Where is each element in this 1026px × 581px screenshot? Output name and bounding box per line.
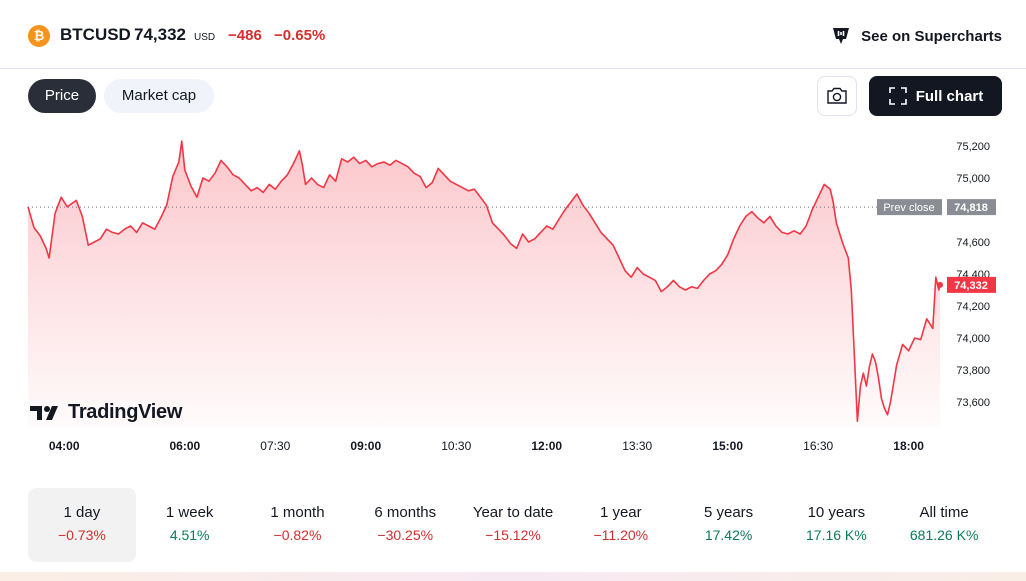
period-change-value: −11.20% xyxy=(593,527,649,543)
x-axis-tick-label: 06:00 xyxy=(169,439,200,453)
period-label: Year to date xyxy=(472,504,554,521)
last-price-tag-bg xyxy=(947,276,996,293)
supercharts-label: See on Supercharts xyxy=(861,27,1002,45)
period-button[interactable]: 1 year −11.20% xyxy=(567,488,675,562)
period-button[interactable]: 1 day −0.73% xyxy=(28,488,136,562)
x-axis-tick-label: 15:00 xyxy=(712,439,743,453)
last-price: 74,332 xyxy=(134,25,186,44)
price-change-percent: −0.65% xyxy=(274,27,326,44)
bitcoin-icon: ₿ xyxy=(28,25,50,47)
period-change-value: −0.82% xyxy=(273,527,322,543)
full-chart-label: Full chart xyxy=(915,87,984,105)
period-change-value: −30.25% xyxy=(377,527,434,543)
period-button[interactable]: 10 years 17.16 K% xyxy=(782,488,890,562)
camera-icon xyxy=(827,87,847,104)
y-axis-tick-label: 73,800 xyxy=(956,365,990,377)
period-change-value: 17.42% xyxy=(704,527,753,543)
x-axis-tick-label: 16:30 xyxy=(803,439,833,453)
symbol-label: BTCUSD xyxy=(60,25,131,44)
period-label: 1 month xyxy=(270,504,325,521)
y-axis-tick-label: 75,200 xyxy=(956,141,990,153)
prev-close-value: 74,818 xyxy=(954,202,988,214)
price-line xyxy=(27,140,941,422)
period-change-value: 4.51% xyxy=(169,527,210,543)
y-axis-tick-label: 74,200 xyxy=(956,301,990,313)
period-button[interactable]: 5 years 17.42% xyxy=(675,488,783,562)
period-selector: 1 day −0.73% 1 week 4.51% 1 month −0.82% 6 mon… xyxy=(28,488,998,562)
last-price-tag: 74,332 xyxy=(954,280,988,292)
period-label: 10 years xyxy=(807,504,866,521)
period-change-value: −0.73% xyxy=(57,527,106,543)
tab-price[interactable]: Price xyxy=(28,79,96,113)
currency-label: USD xyxy=(194,32,216,43)
tradingview-logo-icon xyxy=(30,405,58,420)
snapshot-button[interactable] xyxy=(817,76,857,116)
fullscreen-icon xyxy=(888,87,907,105)
tradingview-logo[interactable]: TradingView xyxy=(30,401,182,424)
prev-close-value-bg xyxy=(947,199,996,216)
period-button[interactable]: Year to date −15.12% xyxy=(459,488,567,562)
last-price-dot xyxy=(937,281,943,288)
y-axis-tick-label: 74,000 xyxy=(956,333,990,345)
x-axis-tick-label: 09:00 xyxy=(350,439,381,453)
period-label: 5 years xyxy=(703,504,754,521)
bottom-strip xyxy=(0,572,1026,581)
period-button[interactable]: 6 months −30.25% xyxy=(351,488,459,562)
header: ₿ BTCUSD 74,332 USD −486 −0.65% See on S… xyxy=(0,0,1026,69)
period-button[interactable]: All time 681.26 K% xyxy=(890,488,998,562)
period-change-value: 681.26 K% xyxy=(909,527,979,543)
tab-market-cap[interactable]: Market cap xyxy=(104,79,214,113)
period-change-value: 17.16 K% xyxy=(806,527,867,543)
price-change: −486 xyxy=(228,27,262,44)
prev-close-label-bg xyxy=(877,199,942,216)
y-axis-tick-label: 74,600 xyxy=(956,237,990,249)
price-area-fill xyxy=(28,141,940,426)
prev-close-label: Prev close xyxy=(883,202,934,214)
tradingview-logo-text: TradingView xyxy=(68,401,183,423)
y-axis-tick-label: 73,600 xyxy=(956,397,990,409)
x-axis-tick-label: 18:00 xyxy=(893,439,924,453)
period-button[interactable]: 1 month −0.82% xyxy=(244,488,352,562)
price-chart[interactable]: 73,60073,80074,00074,20074,40074,60075,0… xyxy=(0,120,1026,465)
period-label: All time xyxy=(919,504,969,521)
period-label: 1 week xyxy=(165,504,214,521)
x-axis-tick-label: 10:30 xyxy=(441,439,471,453)
x-axis-tick-label: 04:00 xyxy=(49,439,80,453)
full-chart-button[interactable]: Full chart xyxy=(869,76,1002,116)
x-axis-tick-label: 12:00 xyxy=(531,439,562,453)
y-axis-tick-label: 75,000 xyxy=(956,173,990,185)
x-axis-tick-label: 13:30 xyxy=(622,439,652,453)
period-label: 6 months xyxy=(374,504,437,521)
see-on-supercharts-link[interactable]: See on Supercharts xyxy=(829,24,1002,48)
supercharts-icon xyxy=(833,28,850,44)
period-change-value: −15.12% xyxy=(485,527,541,543)
period-label: 1 year xyxy=(599,504,642,521)
period-label: 1 day xyxy=(63,504,101,521)
x-axis-tick-label: 07:30 xyxy=(260,439,290,453)
period-button[interactable]: 1 week 4.51% xyxy=(136,488,244,562)
